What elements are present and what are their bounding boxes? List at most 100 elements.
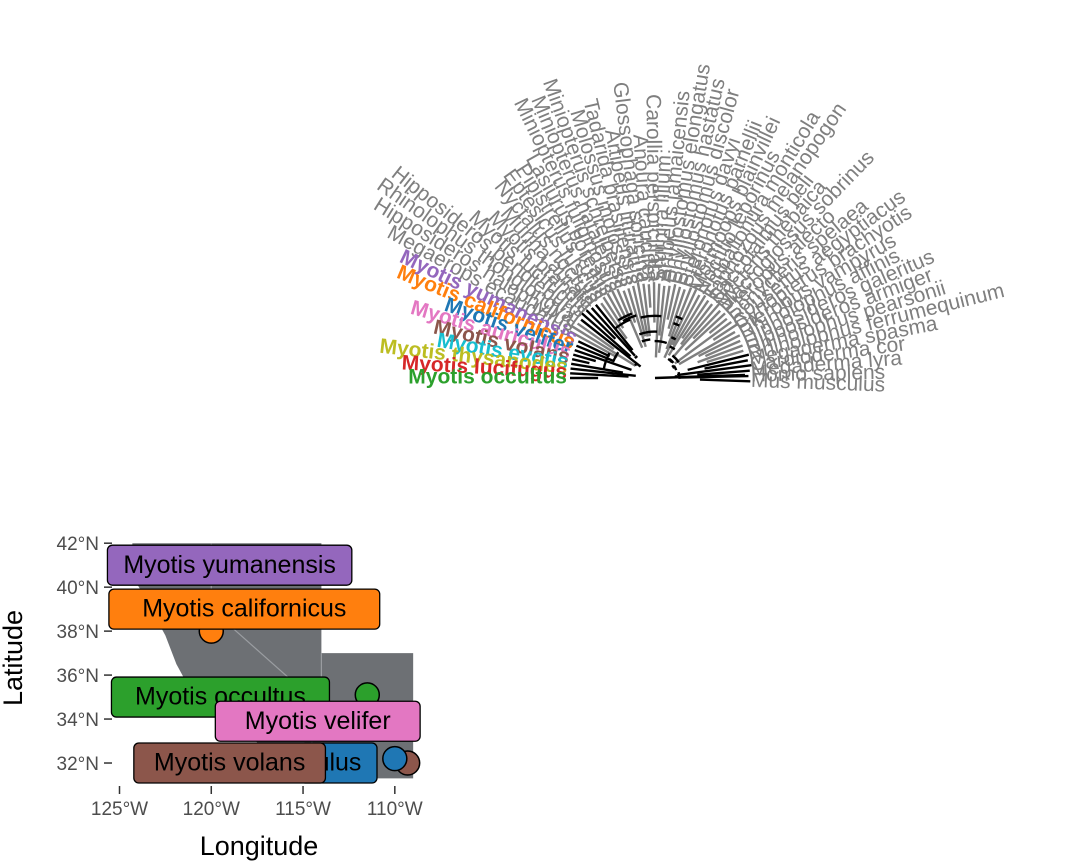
map-label-text: Myotis yumanensis [123,551,336,579]
tree-branch-arc [614,318,631,330]
tree-branch [594,303,634,351]
tree-branch [570,372,629,378]
y-tick-label: 32°N [57,754,99,775]
tree-branch [692,309,722,340]
tree-branch [706,349,744,364]
tree-tip-label: Mus musculus [751,369,886,397]
x-tick-label: 115°W [275,799,331,820]
tree-branch [571,358,590,365]
map-label-text: Myotis volans [154,749,305,777]
tree-branch [697,344,743,364]
tree-branch [585,309,617,340]
tree-branch-arc [671,364,676,369]
tree-branch [642,283,652,337]
tree-branch [672,303,721,359]
tree-branch [580,318,642,368]
y-tick-label: 36°N [57,666,99,687]
map-label-box [106,544,353,586]
tree-tip-label: Homo sapiens [751,361,886,387]
map-panel: Myotis yumanensis Myotis californicus Myot… [0,534,423,861]
tree-branch-arc [675,315,683,321]
x-tick-label: 120°W [183,799,240,820]
tree-branches [569,282,752,383]
tree-branch [631,285,647,337]
y-tick-label: 34°N [57,710,99,731]
map-axes: 125°W 120°W 115°W 110°W 32°N 34°N 36°N 38°N 40°N… [57,534,423,820]
tree-branch [571,325,637,367]
tree-branch [654,283,661,358]
tree-branch-arc [673,322,680,327]
tree-branch-arc [634,362,638,367]
map-label-text: Myotis californicus [142,595,346,623]
tree-branch [636,282,649,337]
tree-branch [678,330,736,366]
tree-branch [574,348,632,371]
map-label-box [133,742,327,784]
tree-tip-label: Sturnira lilium [647,154,676,282]
tree-branch [666,283,677,320]
map-label: Myotis californicus [108,588,381,630]
map-label: Myotis yumanensis [106,544,353,586]
tree-branch [697,369,750,376]
tree-branch [708,317,728,335]
tree-branch [658,285,666,336]
y-tick-label: 42°N [57,534,99,555]
tree-branch [602,296,625,329]
tree-tip-highlighted: Myotis occultus [408,366,567,389]
tree-branch [575,344,615,363]
tree-branch [687,353,750,372]
tree-branch-arc [602,352,611,370]
tree-branch [676,363,752,377]
tree-branch [576,322,615,351]
tree-branch [610,289,628,320]
tree-branch-arc [638,330,658,336]
tree-tip-label: Carollia perspicillata [641,94,666,282]
tree-branch [569,330,618,359]
tree-branch-arc [617,312,633,322]
y-tick-label: 40°N [57,578,99,599]
map-label: Myotis volans [133,742,327,784]
tree-branch-arc [612,351,620,362]
tree-branch [590,307,636,357]
tree-branch [667,289,686,337]
tree-branch [600,302,628,340]
tree-branch [704,359,749,370]
tree-branch [577,340,611,358]
tree-branch [581,312,632,358]
tree-branch [667,294,707,357]
tree-branch [570,367,636,378]
x-tick-label: 110°W [367,799,423,820]
tree-branch [606,292,623,319]
tree-branch [681,299,710,340]
map-label: Myotis velifer [214,700,421,742]
tree-branch-arc [669,345,676,351]
x-tick-label: 125°W [91,799,148,820]
tree-root [654,373,746,380]
tree-branch [680,303,714,346]
tree-branch [674,320,732,365]
tree-branch [570,362,624,374]
tree-branch-arc [670,336,677,341]
tree-branch-arc [622,314,637,323]
map-species-labels: Myotis yumanensis Myotis californicus Myot… [106,544,421,784]
map-label-text: Myotis velifer [245,707,391,735]
map-point [382,745,408,772]
tree-branch-arc [671,354,680,364]
tree-branch-arc [668,358,675,364]
tree-branch [684,312,726,352]
map-label-box [108,588,381,630]
y-axis-title: Latitude [0,610,28,706]
tree-branch [572,353,597,363]
tree-branch [704,339,741,358]
tree-branch-arc [640,314,662,319]
tree-branch [667,286,682,329]
x-axis-title: Longitude [200,831,319,861]
tree-branch [663,289,698,359]
tree-branch-arc [677,371,681,379]
tree-branch [699,378,751,383]
tree-branch-arc [634,355,639,359]
tree-branch-arc [654,339,668,345]
